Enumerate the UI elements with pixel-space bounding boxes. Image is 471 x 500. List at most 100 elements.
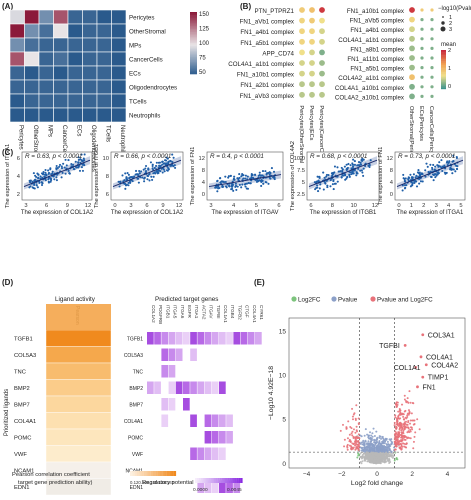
regulatory-cell: [211, 332, 219, 345]
volcano-point: [349, 425, 352, 428]
volcano-point: [403, 394, 406, 397]
volcano-point: [400, 424, 403, 427]
pearson-legend-segment: [159, 471, 163, 476]
mean-colorbar-segment: [441, 65, 446, 68]
lr-dot: [309, 28, 315, 35]
colorbar-segment: [190, 58, 197, 61]
heatmap-cell: [24, 51, 40, 67]
colorbar-tick: 100: [199, 41, 210, 47]
volcano-point: [355, 425, 358, 428]
volcano-point: [371, 432, 374, 435]
ligand-label-right: TGFB1: [127, 336, 143, 342]
volcano-point: [364, 446, 367, 449]
y-tick: 7.5: [297, 168, 305, 174]
scatter-point: [355, 171, 358, 174]
target-gene-label: EGFR: [187, 305, 192, 318]
scatter-point: [260, 184, 263, 188]
pearson-legend-segment: [150, 471, 154, 476]
scatter-point: [403, 184, 406, 187]
volcano-point: [409, 430, 412, 433]
scatter-point: [427, 171, 431, 174]
scatter-point: [142, 168, 145, 171]
scatter-point: [80, 153, 83, 156]
scatter-point: [58, 163, 62, 166]
scatter-point: [129, 181, 132, 184]
colorbar-segment: [190, 70, 197, 73]
mean-colorbar-tick: 2: [448, 48, 451, 54]
scatter-point: [55, 164, 58, 168]
volcano-point: [364, 428, 367, 431]
regulatory-cell: [147, 332, 154, 345]
mean-colorbar-segment: [441, 59, 446, 61]
volcano-point: [402, 432, 405, 435]
lr-dot: [299, 49, 305, 56]
heatmap-cell: [9, 51, 25, 67]
volcano-point: [368, 460, 371, 463]
y-axis-label: The expression of ITGA1: [5, 144, 11, 208]
scatter-point: [81, 163, 84, 166]
y-tick: 0: [390, 192, 393, 198]
regulatory-cell: [161, 332, 169, 345]
heatmap-cell: [9, 79, 25, 95]
pearson-cell: [45, 329, 112, 347]
heatmap-cell: [67, 51, 83, 67]
volcano-point: [366, 445, 369, 448]
scatter-point: [411, 182, 414, 185]
ligand-label: VWF: [14, 452, 27, 458]
correlation-stat: R = 0.66, p < 0.0001: [114, 153, 171, 160]
regulatory-legend-segment: [225, 478, 228, 483]
regulatory-cell: [211, 414, 219, 427]
volcano-point: [377, 459, 380, 462]
volcano-point: [376, 436, 379, 439]
volcano-point: [411, 401, 414, 404]
scatter-point: [74, 160, 77, 163]
scatter-point: [232, 189, 235, 192]
regression-line: [308, 159, 378, 188]
regulatory-legend-segment: [238, 478, 241, 483]
scatter-point: [220, 180, 224, 183]
heatmap-cell: [96, 79, 112, 95]
scatter-point: [247, 181, 250, 185]
scatter-point: [134, 169, 138, 173]
scatter-point: [29, 179, 32, 182]
pearson-legend-segment: [143, 471, 147, 476]
target-gene-label: ITGA6: [180, 305, 185, 319]
volcano-point: [366, 442, 369, 445]
regulatory-cell: [226, 431, 233, 444]
regulatory-cell: [247, 332, 255, 345]
volcano-point: [352, 435, 355, 438]
volcano-point: [375, 430, 378, 433]
heatmap-cell: [96, 65, 112, 81]
regulatory-cell: [211, 480, 219, 493]
volcano-point: [352, 413, 355, 416]
scatter-point: [343, 165, 346, 168]
lr-dot: [420, 37, 424, 41]
y-tick: 12: [199, 156, 205, 162]
volcano-point: [411, 428, 414, 431]
volcano-point: [366, 448, 369, 451]
volcano-point: [369, 436, 372, 439]
scatter-point: [429, 163, 432, 166]
volcano-point: [396, 458, 399, 461]
regulatory-cell: [161, 365, 169, 378]
scatter-point: [237, 177, 240, 180]
scatter-point: [318, 176, 321, 179]
heatmap-cell: [9, 107, 25, 123]
scatter-point: [64, 158, 67, 161]
volcano-point: [408, 411, 411, 414]
regulatory-legend-segment: [240, 478, 243, 483]
scatter-point: [426, 165, 429, 168]
volcano-point: [406, 397, 409, 400]
mean-colorbar-segment: [441, 61, 446, 64]
volcano-point: [400, 444, 403, 447]
volcano-point: [416, 418, 419, 421]
scatter-point: [236, 185, 239, 188]
panel-label-c: (C): [2, 148, 14, 157]
heatmap-cell: [111, 65, 127, 81]
legend-title-pvalue: −log10(Pvalue): [438, 6, 471, 12]
heatmap-cell: [96, 37, 112, 53]
scatter-point: [152, 172, 155, 175]
colorbar-segment: [190, 33, 197, 36]
volcano-point: [390, 452, 393, 455]
scatter-point: [352, 158, 355, 161]
